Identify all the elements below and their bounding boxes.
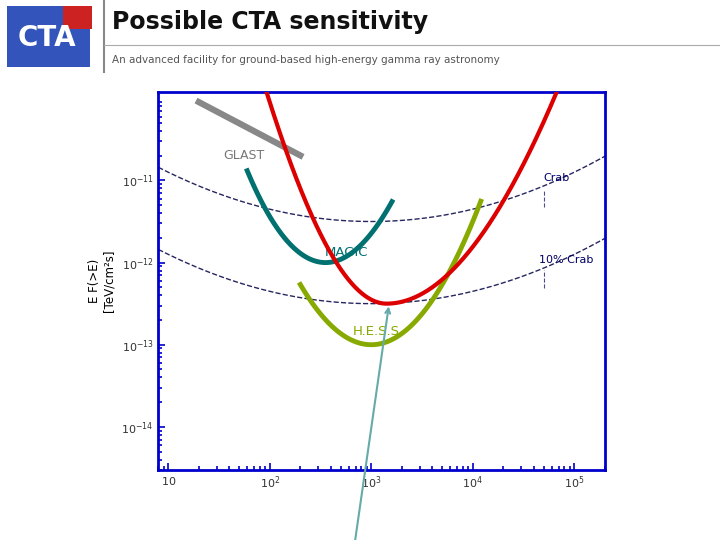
Text: CTA: CTA	[17, 24, 76, 52]
Text: Possible CTA sensitivity: Possible CTA sensitivity	[112, 10, 428, 34]
Y-axis label: E F(>E)
[TeV/cm²s]: E F(>E) [TeV/cm²s]	[88, 249, 116, 312]
Text: GLAST: GLAST	[223, 150, 265, 163]
Text: 10% Crab: 10% Crab	[539, 255, 593, 265]
Text: An advanced facility for ground-based high-energy gamma ray astronomy: An advanced facility for ground-based hi…	[112, 55, 500, 65]
FancyBboxPatch shape	[7, 6, 90, 67]
FancyBboxPatch shape	[63, 6, 92, 29]
Text: few very large
telescopes
densely packed: few very large telescopes densely packed	[0, 539, 1, 540]
Text: Crab: Crab	[544, 173, 570, 183]
Text: H.E.S.S.: H.E.S.S.	[352, 326, 403, 339]
Text: MAGIC: MAGIC	[325, 246, 369, 259]
Text: many medium size
telescopes covering a
large area: many medium size telescopes covering a l…	[282, 309, 410, 540]
Text: many small
telescopes spread in
a very large area: many small telescopes spread in a very l…	[0, 539, 1, 540]
